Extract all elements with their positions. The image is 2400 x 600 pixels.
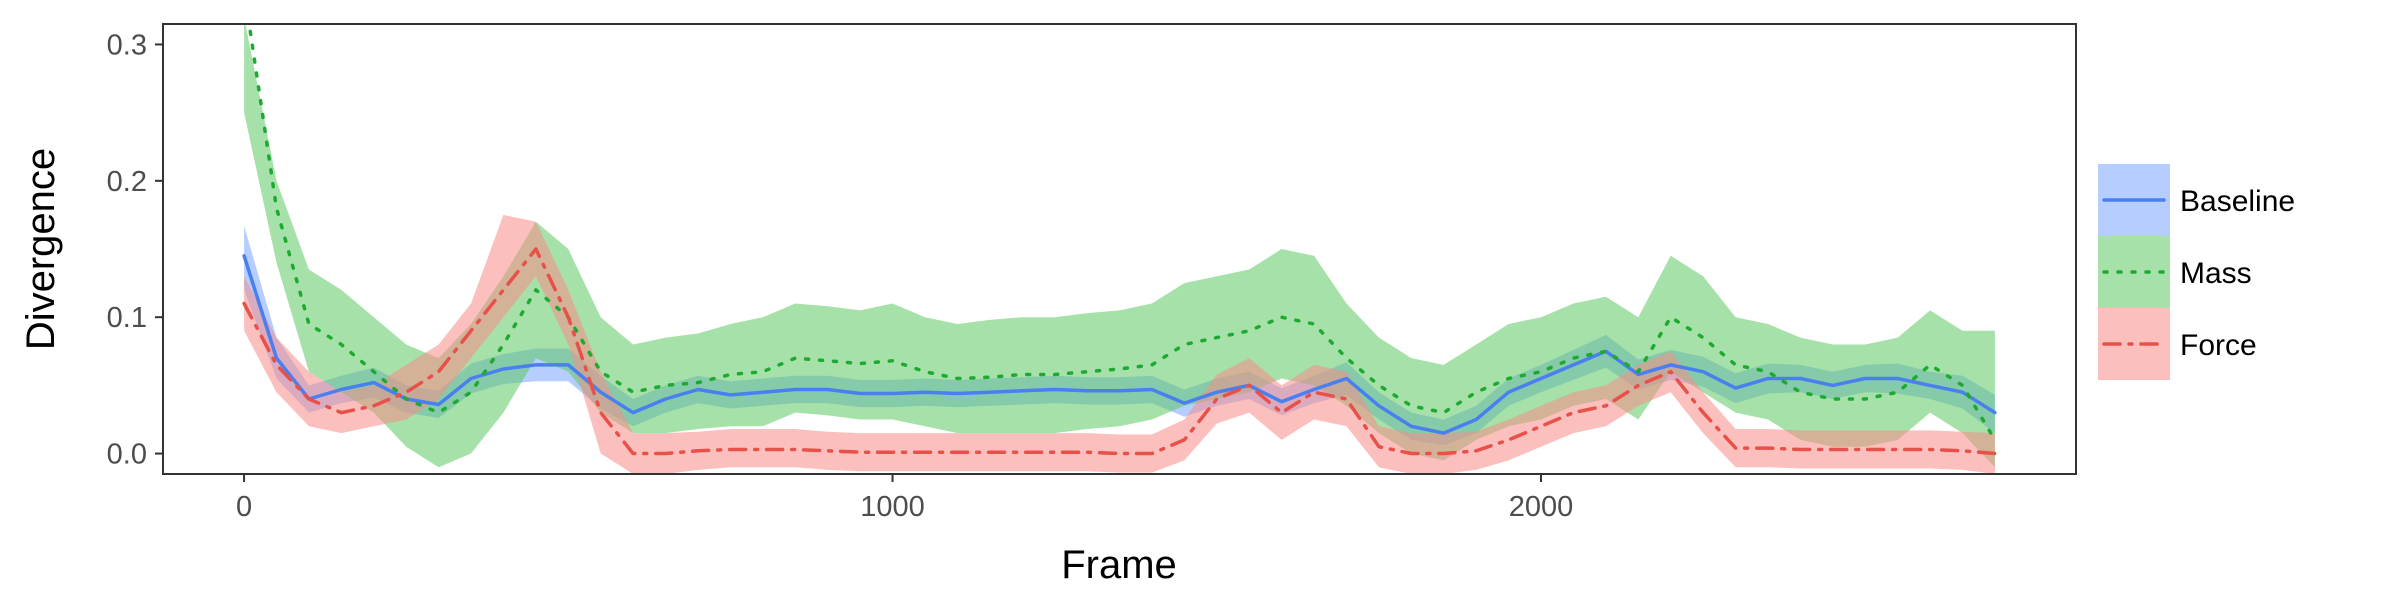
plot-panel-border: [162, 23, 2077, 475]
y-tick-label: 0.3: [107, 29, 147, 61]
legend-item-baseline: Baseline: [2098, 164, 2295, 236]
band-force: [244, 214, 1995, 474]
x-axis: 0 1000 2000: [236, 474, 1573, 523]
x-tick-label: 1000: [860, 491, 925, 523]
legend: Baseline Mass Force: [2098, 164, 2295, 380]
series-lines: [242, 24, 1997, 456]
line-force: [242, 247, 1997, 456]
y-axis-title: Divergence: [19, 148, 63, 350]
legend-label: Baseline: [2180, 185, 2295, 218]
legend-label: Force: [2180, 329, 2257, 362]
y-axis: 0.0 0.1 0.2 0.3: [107, 29, 163, 471]
x-tick-label: 2000: [1509, 491, 1574, 523]
x-axis-title: Frame: [1061, 543, 1177, 587]
legend-item-mass: Mass: [2098, 236, 2252, 308]
legend-item-force: Force: [2098, 308, 2257, 380]
y-tick-label: 0.2: [107, 166, 147, 198]
line-mass: [247, 24, 1997, 442]
line-baseline: [242, 254, 1997, 435]
confidence-bands: [244, 24, 1995, 474]
y-tick-label: 0.1: [107, 302, 147, 334]
x-tick-label: 0: [236, 491, 252, 523]
y-tick-label: 0.0: [107, 439, 147, 471]
legend-label: Mass: [2180, 257, 2252, 290]
band-mass: [244, 24, 1995, 468]
